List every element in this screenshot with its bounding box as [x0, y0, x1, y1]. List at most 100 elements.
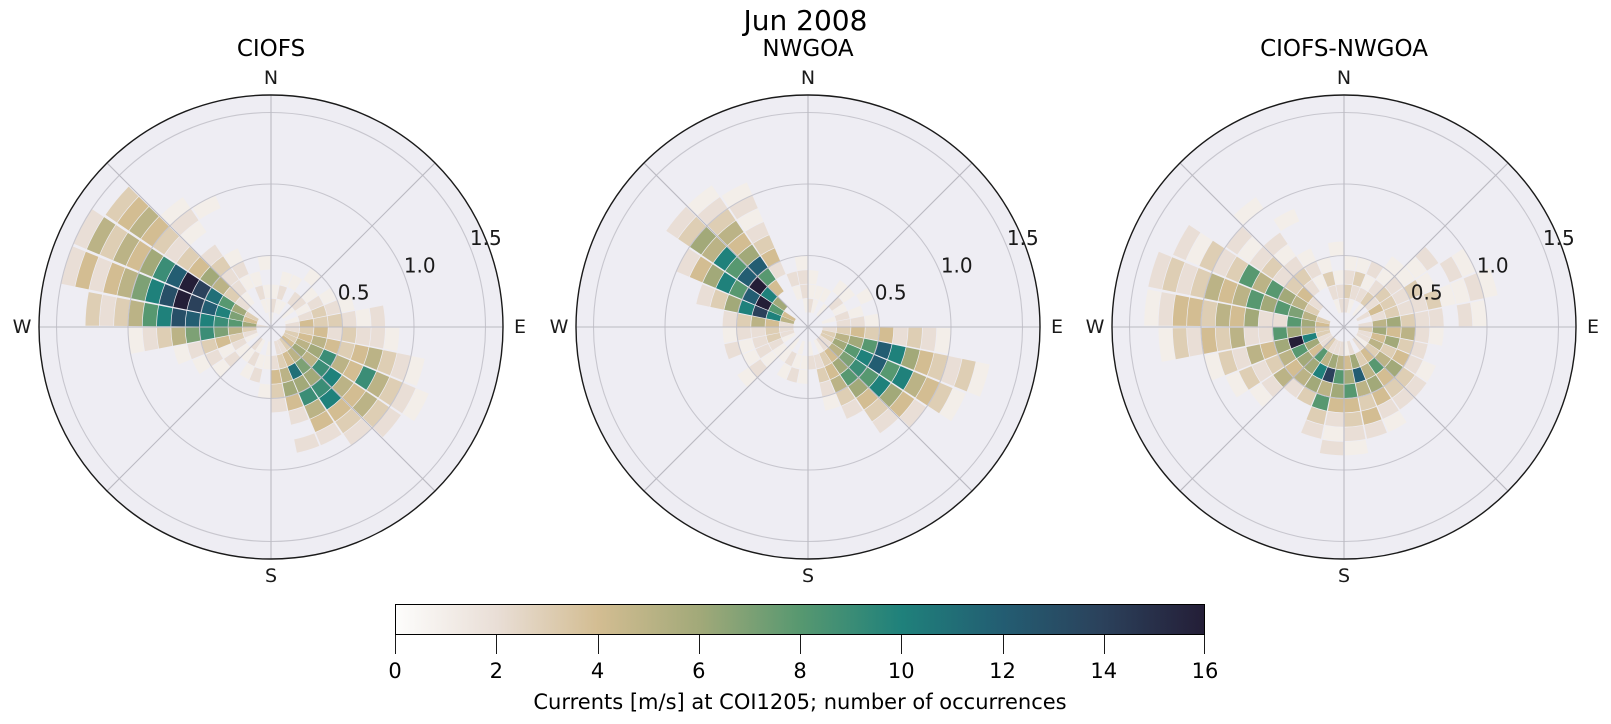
- histogram-cell: [343, 418, 372, 446]
- histogram-cell: [1176, 262, 1198, 296]
- histogram-cell: [1158, 328, 1176, 362]
- rose-plot-ciofs-nwgoa: 0.5 1.0 1.5 N E S W: [1086, 67, 1599, 587]
- histogram-cell: [816, 367, 830, 383]
- histogram-cell: [271, 284, 280, 299]
- histogram-cell: [180, 220, 207, 246]
- histogram-cell: [257, 255, 271, 271]
- histogram-cell: [1316, 316, 1331, 325]
- histogram-cell: [1272, 313, 1288, 327]
- histogram-cell: [1450, 278, 1470, 304]
- histogram-cell: [1356, 332, 1371, 343]
- histogram-cell: [294, 433, 320, 453]
- histogram-cell: [327, 313, 343, 327]
- histogram-cell: [231, 303, 247, 316]
- histogram-cell: [844, 343, 861, 359]
- histogram-cell: [75, 251, 99, 290]
- histogram-cell: [366, 371, 390, 398]
- histogram-cell: [808, 270, 819, 285]
- grid-spoke: [643, 326, 809, 492]
- grid-spoke: [1343, 162, 1509, 328]
- histogram-cell: [297, 332, 313, 344]
- radial-tick-label: 1.5: [1543, 226, 1575, 250]
- radial-tick-label: 1.0: [1477, 253, 1509, 277]
- histogram-cell: [231, 279, 247, 297]
- histogram-cell: [257, 383, 271, 399]
- histogram-cell: [1357, 329, 1372, 338]
- histogram-cell: [364, 347, 383, 370]
- histogram-cell: [265, 298, 271, 313]
- histogram-cell: [1366, 261, 1384, 279]
- histogram-cell: [1344, 369, 1355, 384]
- grid-spoke: [106, 326, 272, 492]
- histogram-cell: [1327, 397, 1344, 413]
- histogram-cell: [824, 363, 840, 380]
- histogram-cell: [820, 332, 835, 343]
- histogram-cell: [1470, 300, 1487, 327]
- histogram-cell: [808, 284, 817, 299]
- histogram-cell: [834, 310, 850, 322]
- histogram-cell: [241, 291, 255, 307]
- histogram-cell: [156, 305, 173, 327]
- histogram-cell: [878, 327, 894, 344]
- colorbar-tick: [597, 635, 599, 654]
- histogram-cell: [1344, 397, 1361, 413]
- histogram-cell: [1386, 316, 1401, 327]
- histogram-cell: [301, 351, 319, 367]
- histogram-cell: [1344, 341, 1350, 356]
- histogram-cell: [285, 321, 300, 327]
- histogram-cell: [1322, 271, 1336, 287]
- histogram-cell: [362, 399, 390, 428]
- histogram-cell: [205, 287, 223, 305]
- histogram-cell: [295, 303, 311, 316]
- histogram-cell: [729, 195, 758, 220]
- histogram-cell: [242, 327, 257, 333]
- histogram-cell: [192, 354, 211, 374]
- histogram-cell: [1317, 257, 1333, 274]
- colorbar-tick-label: 6: [692, 659, 706, 683]
- histogram-cell: [752, 335, 768, 349]
- histogram-cell: [1218, 278, 1238, 304]
- histogram-cell: [742, 287, 760, 305]
- histogram-cell: [1352, 337, 1364, 351]
- rose-plot-nwgoa: 0.5 1.0 1.5 N E S W: [550, 67, 1063, 587]
- colorbar-tick-label: 4: [590, 659, 605, 683]
- histogram-cell: [778, 347, 792, 363]
- histogram-cell: [271, 355, 280, 370]
- histogram-cell: [780, 329, 795, 338]
- colorbar-tick-label: 14: [1090, 659, 1118, 683]
- histogram-cell: [1320, 335, 1334, 347]
- histogram-cell: [332, 375, 354, 398]
- histogram-cell: [276, 300, 287, 315]
- histogram-cell: [1372, 327, 1387, 336]
- histogram-cell: [1187, 328, 1204, 357]
- histogram-cell: [794, 255, 808, 271]
- histogram-cell: [819, 351, 832, 367]
- histogram-cell: [1315, 327, 1330, 333]
- histogram-cell: [808, 355, 817, 370]
- grid-spoke: [643, 162, 809, 328]
- histogram-cell: [781, 311, 796, 322]
- histogram-cell: [276, 353, 288, 369]
- histogram-cell: [856, 349, 874, 367]
- histogram-cell: [262, 284, 271, 299]
- histogram-cell: [784, 351, 797, 367]
- histogram-cell: [848, 335, 864, 349]
- histogram-cell: [1199, 240, 1225, 272]
- histogram-cell: [788, 337, 800, 351]
- histogram-cell: [214, 316, 229, 327]
- histogram-cell: [1335, 355, 1344, 370]
- histogram-cell: [212, 277, 231, 295]
- colorbar-label: Currents [m/s] at COI1205; number of occ…: [533, 690, 1067, 714]
- histogram-cell: [772, 297, 788, 311]
- colorbar-tick: [496, 635, 498, 654]
- histogram-cell: [802, 298, 808, 313]
- histogram-cell: [235, 343, 251, 357]
- histogram-cell: [243, 316, 258, 325]
- histogram-cell: [954, 358, 976, 392]
- histogram-cell: [736, 313, 752, 327]
- histogram-cell: [722, 310, 738, 327]
- histogram-cell: [187, 294, 205, 313]
- histogram-cell: [224, 248, 244, 267]
- histogram-cell: [1344, 411, 1363, 427]
- compass-label-north: N: [264, 67, 278, 89]
